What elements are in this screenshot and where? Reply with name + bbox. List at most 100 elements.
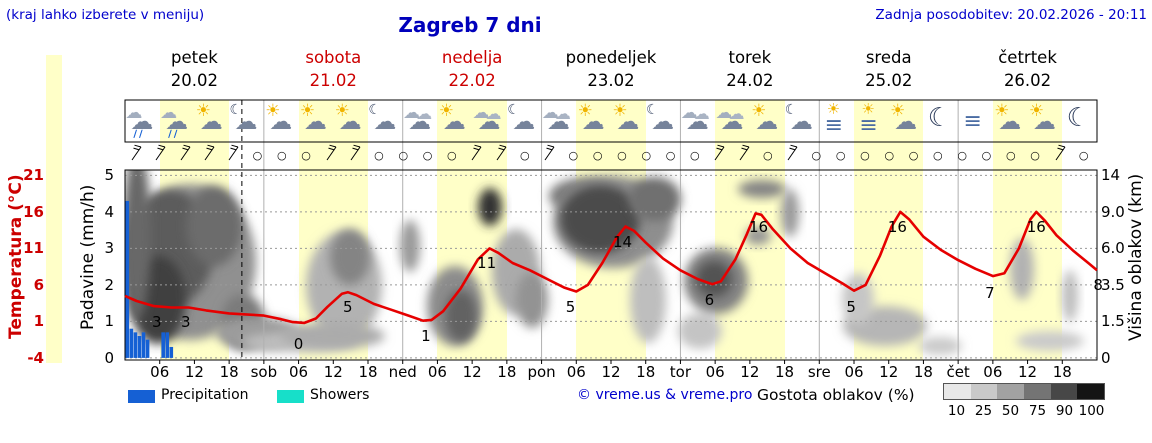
x-axis-label: 18 [775, 363, 795, 381]
x-axis-label: 18 [1052, 363, 1072, 381]
day-date: 25.02 [865, 71, 913, 90]
partly-icon: ☀ ☁ [577, 102, 611, 140]
icon-part-c2b: ☁ [485, 104, 502, 123]
wind-barb-icon [785, 144, 801, 166]
icon-part-c1: ☁ [789, 109, 813, 135]
icon-part-c1: ☁ [442, 109, 466, 135]
day-date: 26.02 [1003, 71, 1052, 90]
icon-part-c2: ☁ [160, 103, 178, 123]
icon-part-drops: ∕∕ [168, 129, 180, 140]
density-tick-label: 75 [1028, 403, 1047, 419]
cloud-axis-tick: 9.0 [1101, 202, 1125, 221]
x-axis-label: 12 [740, 363, 760, 381]
day-name: ponedeljek [565, 48, 657, 67]
cloud-density-label: Gostota oblakov (%) [757, 386, 915, 404]
wind-calm-icon: ○ [276, 149, 287, 162]
partly-icon: ☀ ☁ [750, 102, 784, 140]
icon-part-moon: ☾ [368, 102, 381, 118]
wind-barb-icon [324, 144, 340, 166]
day-name: sobota [305, 48, 362, 67]
temp-value-label: 7 [985, 283, 995, 302]
day-date: 23.02 [587, 71, 635, 90]
icon-part-c1: ☁ [1032, 109, 1056, 135]
icon-part-sun: ☀ [890, 101, 906, 121]
precip-axis-tick: 3 [104, 239, 114, 258]
icon-part-c2: ☁ [680, 103, 698, 123]
moon-cloud-icon: ☾ ☁ [646, 102, 680, 140]
wind-calm-icon: ○ [568, 149, 579, 162]
temp-axis-tick: 11 [23, 239, 44, 258]
rain-icon: ☁ ☁ ∕∕ [125, 102, 159, 140]
wind-calm-icon: ○ [252, 149, 263, 162]
showers-label: Showers [310, 387, 370, 403]
icon-part-c2b: ☁ [693, 104, 710, 123]
x-axis-label: 18 [219, 363, 239, 381]
density-step [1024, 384, 1051, 399]
icon-part-c2: ☁ [472, 103, 490, 123]
cloud-axis-tick: 3.5 [1101, 275, 1125, 294]
partly-icon: ☀ ☁ [993, 102, 1027, 140]
moon-icon: ☾ [924, 102, 958, 140]
day-name: petek [171, 48, 218, 67]
icon-part-sun: ☀ [438, 101, 455, 121]
wind-calm-icon: ○ [811, 149, 822, 162]
icon-part-c1: ☁ [165, 109, 189, 135]
x-axis-label: 12 [879, 363, 899, 381]
x-axis-label: pon [527, 363, 556, 381]
day-name: nedelja [441, 48, 503, 67]
icon-part-sun: ☀ [334, 101, 350, 121]
icon-part-moonbig: ☾ [1066, 103, 1090, 133]
precip-axis-tick: 5 [104, 166, 114, 185]
wind-calm-icon: ○ [665, 149, 676, 162]
wind-calm-icon: ○ [908, 149, 919, 162]
cloud-axis-tick: 0 [1101, 348, 1111, 367]
icon-part-sun: ☀ [994, 101, 1010, 121]
x-axis-label: 18 [497, 363, 517, 381]
wind-calm-icon: ○ [617, 149, 627, 162]
x-axis-label: sob [250, 363, 278, 381]
temp-axis-tick: 6 [33, 275, 44, 294]
icon-part-c1: ☁ [269, 109, 293, 135]
density-step [1050, 384, 1078, 399]
icon-part-c1: ☁ [408, 109, 432, 135]
x-axis-label: 06 [705, 363, 725, 381]
temp-value-label: 16 [748, 217, 769, 236]
cloud-density-scale [943, 383, 1105, 400]
density-step [1077, 384, 1105, 399]
partly-icon: ☀ ☁ [889, 102, 923, 140]
icon-part-moon: ☾ [507, 102, 520, 118]
partly-icon: ☀ ☁ [195, 102, 229, 140]
credit-link[interactable]: © vreme.us & vreme.pro [577, 387, 753, 403]
page-title: Zagreb 7 dni [398, 13, 542, 37]
temp-value-label: 6 [704, 290, 715, 309]
wind-calm-icon: ○ [884, 149, 895, 162]
x-axis-label: 18 [913, 363, 933, 381]
x-axis-label: 06 [150, 363, 170, 381]
x-axis-label: 18 [636, 363, 656, 381]
icon-part-c1: ☁ [234, 109, 258, 135]
icon-part-c1: ☁ [373, 109, 397, 135]
x-axis-label: sre [807, 363, 831, 381]
wind-barb-icon [494, 144, 510, 166]
density-step [944, 384, 971, 399]
cloud-icon: ☁ ☁ ☁ [716, 102, 750, 140]
wind-calm-icon: ○ [641, 149, 652, 162]
moon-cloud-icon: ☾ ☁ [785, 102, 819, 140]
icon-part-sun: ☀ [751, 101, 767, 121]
icon-part-c1: ☁ [546, 109, 570, 135]
precip-axis-tick: 4 [104, 202, 114, 221]
icon-part-c2: ☁ [125, 103, 143, 123]
density-step [970, 384, 998, 399]
x-axis-label: 12 [462, 363, 482, 381]
wind-barb-icon [712, 144, 728, 166]
x-axis-label: čet [946, 363, 970, 381]
temp-value-label: 14 [613, 232, 633, 251]
temp-axis-tick: -4 [27, 348, 44, 367]
density-tick-label: 90 [1055, 403, 1074, 419]
fog-sun-icon: ☀ ≡ [854, 102, 888, 140]
cloud-icon: ☁ ☁ ☁ [473, 102, 507, 140]
icon-part-fog: ≡ [824, 113, 844, 138]
x-axis-label: 06 [566, 363, 586, 381]
